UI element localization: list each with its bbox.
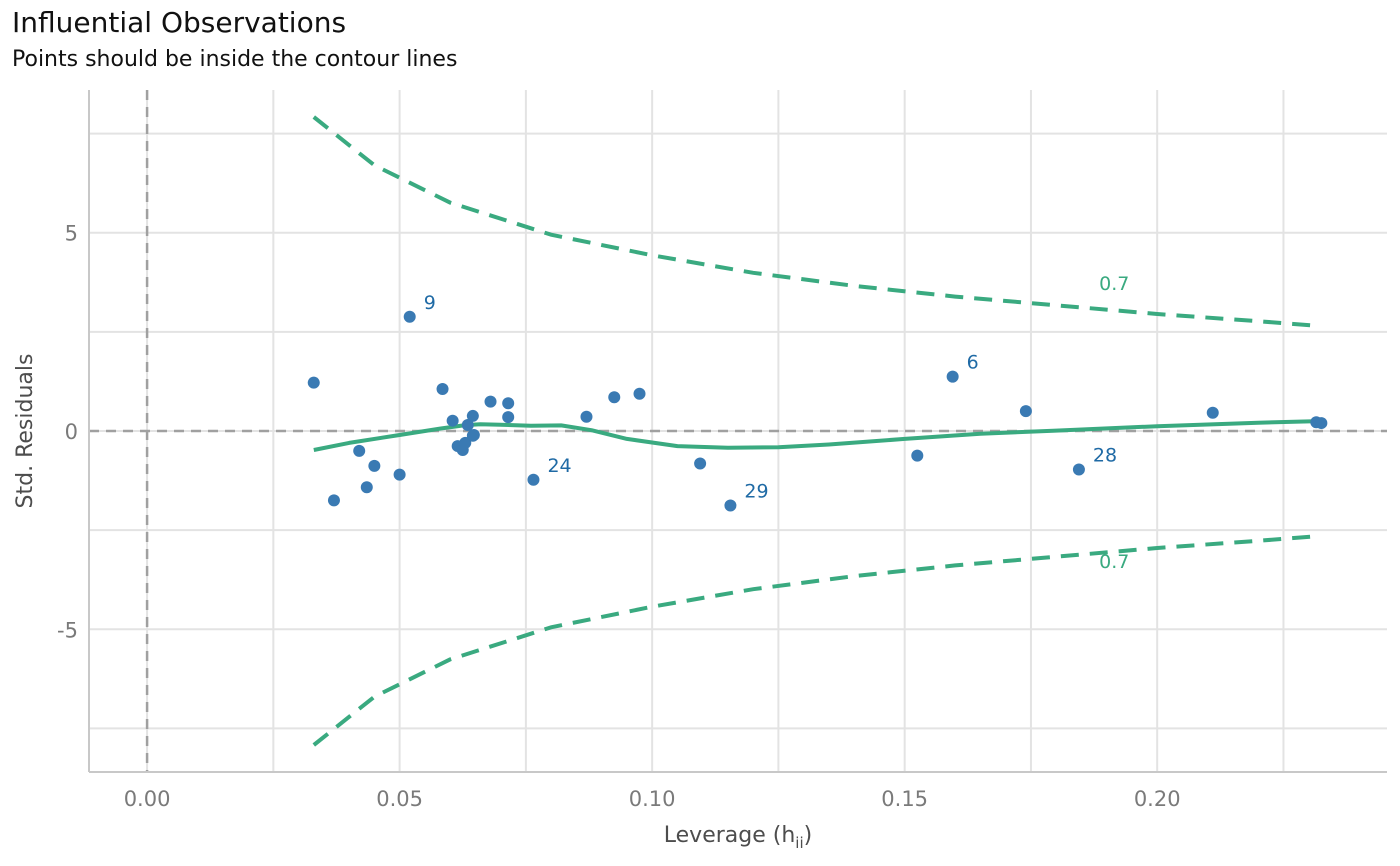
data-point: [368, 459, 381, 472]
point-label: 28: [1093, 444, 1117, 466]
data-point: [360, 481, 373, 494]
data-point: [467, 428, 480, 441]
data-point: [1315, 417, 1328, 430]
data-point: [461, 419, 474, 432]
data-point: [1206, 406, 1219, 419]
point-label: 24: [547, 455, 571, 477]
contour-label: 0.7: [1099, 273, 1129, 295]
data-point: [502, 397, 515, 410]
data-point: [724, 499, 737, 512]
data-point: [459, 436, 472, 449]
data-point: [327, 494, 340, 507]
data-point: [1072, 463, 1085, 476]
x-tick-label: 0.20: [1134, 787, 1181, 811]
data-point: [694, 457, 707, 470]
data-point: [502, 411, 515, 424]
contour-label: 0.7: [1099, 551, 1129, 573]
data-point: [608, 391, 621, 404]
y-tick-label: 0: [65, 420, 78, 444]
data-point: [946, 370, 959, 383]
data-point: [633, 387, 646, 400]
upper-contour-line: [312, 115, 1319, 328]
data-point: [436, 382, 449, 395]
lower-contour-line: [312, 534, 1319, 747]
data-point: [911, 449, 924, 462]
data-point: [1019, 405, 1032, 418]
data-point: [393, 468, 406, 481]
x-tick-label: 0.10: [629, 787, 676, 811]
x-tick-label: 0.00: [124, 787, 171, 811]
data-point: [580, 410, 593, 423]
data-point: [446, 414, 459, 427]
x-axis-title: Leverage (hii): [664, 823, 812, 852]
data-point: [527, 473, 540, 486]
loess-smooth-line: [313, 419, 1319, 452]
data-point: [403, 310, 416, 323]
y-axis-title: Std. Residuals: [13, 354, 38, 509]
data-point: [466, 409, 479, 422]
data-point: [307, 376, 320, 389]
chart-subtitle: Points should be inside the contour line…: [12, 47, 458, 72]
y-tick-label: -5: [57, 618, 78, 642]
x-tick-label: 0.15: [881, 787, 928, 811]
y-tick-label: 5: [65, 222, 78, 246]
point-label: 6: [967, 352, 979, 374]
data-point: [484, 395, 497, 408]
point-label: 29: [744, 481, 768, 503]
x-tick-label: 0.05: [376, 787, 423, 811]
point-label: 9: [424, 292, 436, 314]
chart-title: Influential Observations: [12, 6, 347, 39]
data-point: [353, 444, 366, 457]
